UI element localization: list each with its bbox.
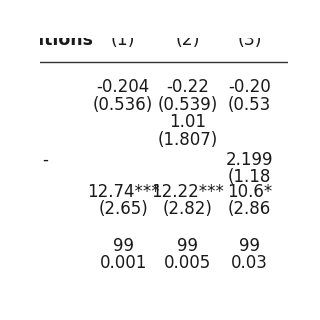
Text: 99: 99 — [113, 237, 133, 255]
Text: 99: 99 — [239, 237, 260, 255]
Text: (2.65): (2.65) — [98, 200, 148, 218]
Text: (2.86: (2.86 — [228, 200, 271, 218]
Text: (1): (1) — [111, 31, 135, 50]
Text: (1.807): (1.807) — [157, 131, 218, 149]
Text: 0.001: 0.001 — [100, 254, 147, 273]
Text: (1.18: (1.18 — [228, 168, 271, 186]
Text: nations: nations — [20, 31, 93, 50]
Text: -0.20: -0.20 — [228, 78, 271, 96]
Text: (0.539): (0.539) — [157, 96, 218, 114]
Text: (0.53: (0.53 — [228, 96, 271, 114]
Text: 99: 99 — [177, 237, 198, 255]
Text: -0.204: -0.204 — [96, 78, 150, 96]
Text: 12.22***: 12.22*** — [151, 182, 224, 201]
Text: 1.01: 1.01 — [169, 113, 206, 131]
Text: 0.005: 0.005 — [164, 254, 211, 273]
Text: -: - — [43, 150, 48, 169]
Text: (0.536): (0.536) — [93, 96, 153, 114]
Text: 10.6*: 10.6* — [227, 182, 272, 201]
Text: (3): (3) — [237, 31, 262, 50]
Text: (2): (2) — [175, 31, 200, 50]
Text: 2.199: 2.199 — [226, 150, 273, 169]
Text: 12.74***: 12.74*** — [87, 182, 159, 201]
Text: (2.82): (2.82) — [163, 200, 212, 218]
Text: -0.22: -0.22 — [166, 78, 209, 96]
Text: 0.03: 0.03 — [231, 254, 268, 273]
